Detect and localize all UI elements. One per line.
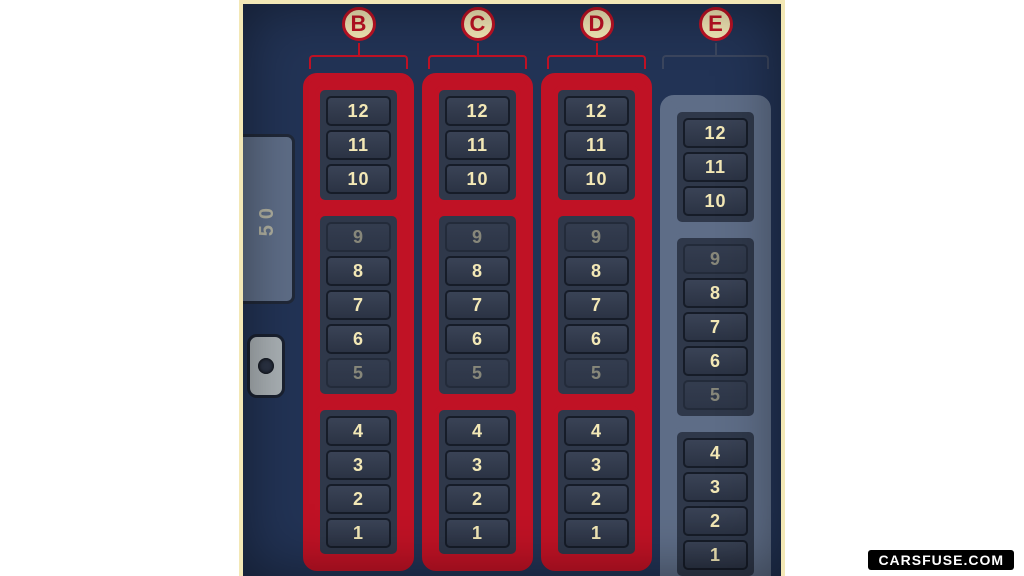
- header-stem: [358, 43, 360, 55]
- fuse-slot: 3: [564, 450, 629, 480]
- fuse-slot: 5: [445, 358, 510, 388]
- fuse-slot: 6: [326, 324, 391, 354]
- fuse-slot: 6: [445, 324, 510, 354]
- fuse-slot: 12: [326, 96, 391, 126]
- fuse-slot: 7: [564, 290, 629, 320]
- fuse-slot: 1: [683, 540, 748, 570]
- fuse-slot: 1: [326, 518, 391, 548]
- fuse-cluster: 4 3 2 1: [672, 427, 759, 576]
- fuse-cluster: 12 11 10: [315, 85, 402, 205]
- fuse-slot: 7: [326, 290, 391, 320]
- column-housing: 12 11 10 9 8 7 6 5 4 3 2 1: [541, 73, 652, 571]
- fuse-slot: 10: [564, 164, 629, 194]
- header-bracket: [309, 55, 408, 69]
- fuse-slot: 2: [326, 484, 391, 514]
- fuse-cluster: 4 3 2 1: [553, 405, 640, 559]
- fuse-slot: 8: [683, 278, 748, 308]
- side-block-label: 50: [256, 202, 279, 236]
- column-housing: 12 11 10 9 8 7 6 5 4 3 2 1: [660, 95, 771, 576]
- fuse-slot: 7: [683, 312, 748, 342]
- fuse-slot: 12: [445, 96, 510, 126]
- fuse-slot: 11: [564, 130, 629, 160]
- fuse-column-B: B121110987654321: [303, 49, 414, 571]
- fuse-cluster: 12 11 10: [672, 107, 759, 227]
- fuse-cluster: 9 8 7 6 5: [672, 233, 759, 421]
- header-stem: [596, 43, 598, 55]
- fuse-columns: B121110987654321C121110987654321D1211109…: [303, 49, 771, 576]
- fuse-slot: 11: [445, 130, 510, 160]
- fuse-slot: 10: [683, 186, 748, 216]
- column-header-C: C: [461, 7, 495, 41]
- header-stem: [715, 43, 717, 55]
- fuse-slot: 5: [564, 358, 629, 388]
- column-housing: 12 11 10 9 8 7 6 5 4 3 2 1: [422, 73, 533, 571]
- fuse-slot: 3: [683, 472, 748, 502]
- fuse-slot: 10: [445, 164, 510, 194]
- fuse-slot: 9: [326, 222, 391, 252]
- fuse-slot: 5: [683, 380, 748, 410]
- fuse-slot: 11: [326, 130, 391, 160]
- fuse-slot: 9: [564, 222, 629, 252]
- fuse-slot: 2: [445, 484, 510, 514]
- fuse-slot: 11: [683, 152, 748, 182]
- fuse-slot: 9: [445, 222, 510, 252]
- column-header-D: D: [580, 7, 614, 41]
- fuse-slot: 2: [564, 484, 629, 514]
- diagram-frame: 50 B121110987654321C121110987654321D1211…: [239, 0, 785, 576]
- fuse-slot: 4: [683, 438, 748, 468]
- fuse-cluster: 12 11 10: [434, 85, 521, 205]
- watermark: CARSFUSE.COM: [868, 550, 1014, 570]
- column-housing: 12 11 10 9 8 7 6 5 4 3 2 1: [303, 73, 414, 571]
- fuse-slot: 4: [326, 416, 391, 446]
- fuse-cluster: 4 3 2 1: [434, 405, 521, 559]
- column-header-E: E: [699, 7, 733, 41]
- fuse-slot: 2: [683, 506, 748, 536]
- fuse-slot: 6: [564, 324, 629, 354]
- fuse-cluster: 9 8 7 6 5: [553, 211, 640, 399]
- fuse-slot: 4: [445, 416, 510, 446]
- header-stem: [477, 43, 479, 55]
- fuse-cluster: 12 11 10: [553, 85, 640, 205]
- fuse-slot: 4: [564, 416, 629, 446]
- fuse-slot: 5: [326, 358, 391, 388]
- fuse-cluster: 9 8 7 6 5: [315, 211, 402, 399]
- fuse-slot: 3: [445, 450, 510, 480]
- fuse-cluster: 9 8 7 6 5: [434, 211, 521, 399]
- side-block-50: 50: [243, 134, 295, 304]
- fuse-column-D: D121110987654321: [541, 49, 652, 571]
- header-bracket: [547, 55, 646, 69]
- fuse-slot: 9: [683, 244, 748, 274]
- fuse-slot: 6: [683, 346, 748, 376]
- fuse-slot: 8: [326, 256, 391, 286]
- fuse-slot: 1: [445, 518, 510, 548]
- fuse-slot: 1: [564, 518, 629, 548]
- side-hinge: [247, 334, 285, 398]
- fuse-column-C: C121110987654321: [422, 49, 533, 571]
- header-bracket: [428, 55, 527, 69]
- fuse-slot: 12: [564, 96, 629, 126]
- column-header-B: B: [342, 7, 376, 41]
- fuse-column-E: E121110987654321: [660, 49, 771, 576]
- fuse-cluster: 4 3 2 1: [315, 405, 402, 559]
- header-bracket: [662, 55, 769, 69]
- fuse-slot: 8: [445, 256, 510, 286]
- fuse-slot: 3: [326, 450, 391, 480]
- fuse-slot: 8: [564, 256, 629, 286]
- fuse-slot: 12: [683, 118, 748, 148]
- fuse-slot: 7: [445, 290, 510, 320]
- fuse-slot: 10: [326, 164, 391, 194]
